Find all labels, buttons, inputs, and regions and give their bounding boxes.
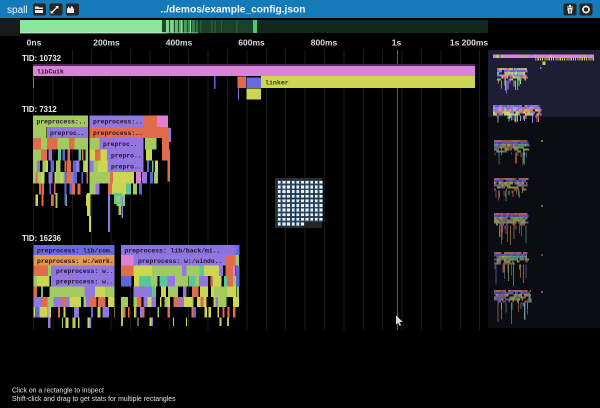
svg-text:preprocess: lib/back/mi..: preprocess: lib/back/mi.. [125, 247, 221, 254]
svg-text:TID: 10732: TID: 10732 [22, 54, 62, 63]
svg-text:preprocess:..: preprocess:.. [37, 119, 87, 126]
svg-text:0ns: 0ns [27, 38, 42, 48]
svg-text:preprocess: w..: preprocess: w.. [56, 279, 114, 286]
svg-text:Click on a rectangle to inspec: Click on a rectangle to inspect [12, 388, 104, 395]
svg-text:800ms: 800ms [311, 38, 338, 48]
svg-text:preprocess: w:/windo..: preprocess: w:/windo.. [138, 258, 222, 265]
svg-text:preprocess: lib/com..: preprocess: lib/com.. [37, 247, 118, 254]
svg-text:../demos/example_config.json: ../demos/example_config.json [161, 5, 306, 16]
svg-text:prepro..: prepro.. [111, 164, 142, 171]
svg-text:1s: 1s [392, 38, 402, 48]
svg-text:linker: linker [265, 80, 289, 87]
svg-text:preprocess:..: preprocess:.. [93, 130, 143, 137]
svg-text:spall: spall [7, 5, 28, 16]
svg-text:preprocess:..: preprocess:.. [93, 119, 143, 126]
svg-text:preproc..: preproc.. [103, 141, 138, 148]
svg-text:TID: 7312: TID: 7312 [22, 105, 57, 114]
svg-text:prepro..: prepro.. [111, 152, 142, 159]
svg-text:1s 200ms: 1s 200ms [450, 38, 489, 48]
svg-text:libCuik: libCuik [37, 69, 64, 76]
svg-text:Shift-click and drag to get st: Shift-click and drag to get stats for mu… [12, 396, 176, 403]
svg-text:preprocess: w:/work..: preprocess: w:/work.. [37, 258, 118, 265]
svg-text:preproc..: preproc.. [50, 130, 85, 137]
svg-text:preprocess: w..: preprocess: w.. [56, 268, 114, 275]
svg-text:600ms: 600ms [238, 38, 265, 48]
svg-text:400ms: 400ms [166, 38, 193, 48]
svg-text:200ms: 200ms [93, 38, 120, 48]
svg-text:TID: 16236: TID: 16236 [22, 234, 62, 243]
